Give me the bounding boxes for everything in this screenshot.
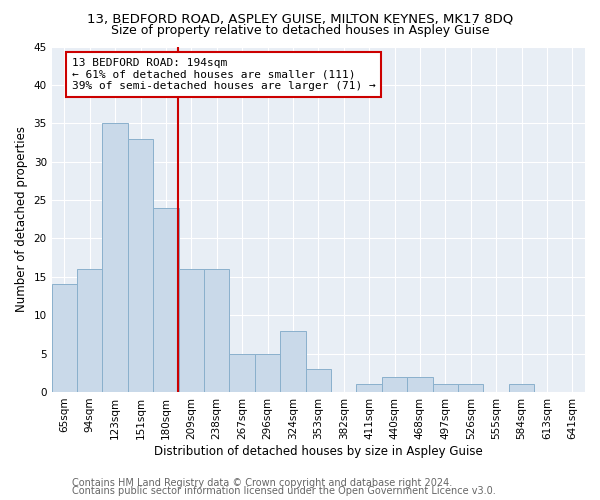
Bar [179,269,204,392]
Bar [305,369,331,392]
Bar [382,376,407,392]
Bar [77,269,103,392]
Bar [153,208,179,392]
Y-axis label: Number of detached properties: Number of detached properties [15,126,28,312]
Bar [356,384,382,392]
Text: Size of property relative to detached houses in Aspley Guise: Size of property relative to detached ho… [111,24,489,37]
Bar [229,354,255,392]
Bar [204,269,229,392]
Bar [407,376,433,392]
Bar [458,384,484,392]
Bar [433,384,458,392]
Bar [509,384,534,392]
Text: Contains public sector information licensed under the Open Government Licence v3: Contains public sector information licen… [72,486,496,496]
Bar [255,354,280,392]
Text: 13, BEDFORD ROAD, ASPLEY GUISE, MILTON KEYNES, MK17 8DQ: 13, BEDFORD ROAD, ASPLEY GUISE, MILTON K… [87,12,513,26]
Bar [103,124,128,392]
X-axis label: Distribution of detached houses by size in Aspley Guise: Distribution of detached houses by size … [154,444,483,458]
Text: 13 BEDFORD ROAD: 194sqm
← 61% of detached houses are smaller (111)
39% of semi-d: 13 BEDFORD ROAD: 194sqm ← 61% of detache… [72,58,376,91]
Bar [128,138,153,392]
Bar [280,330,305,392]
Bar [52,284,77,392]
Text: Contains HM Land Registry data © Crown copyright and database right 2024.: Contains HM Land Registry data © Crown c… [72,478,452,488]
